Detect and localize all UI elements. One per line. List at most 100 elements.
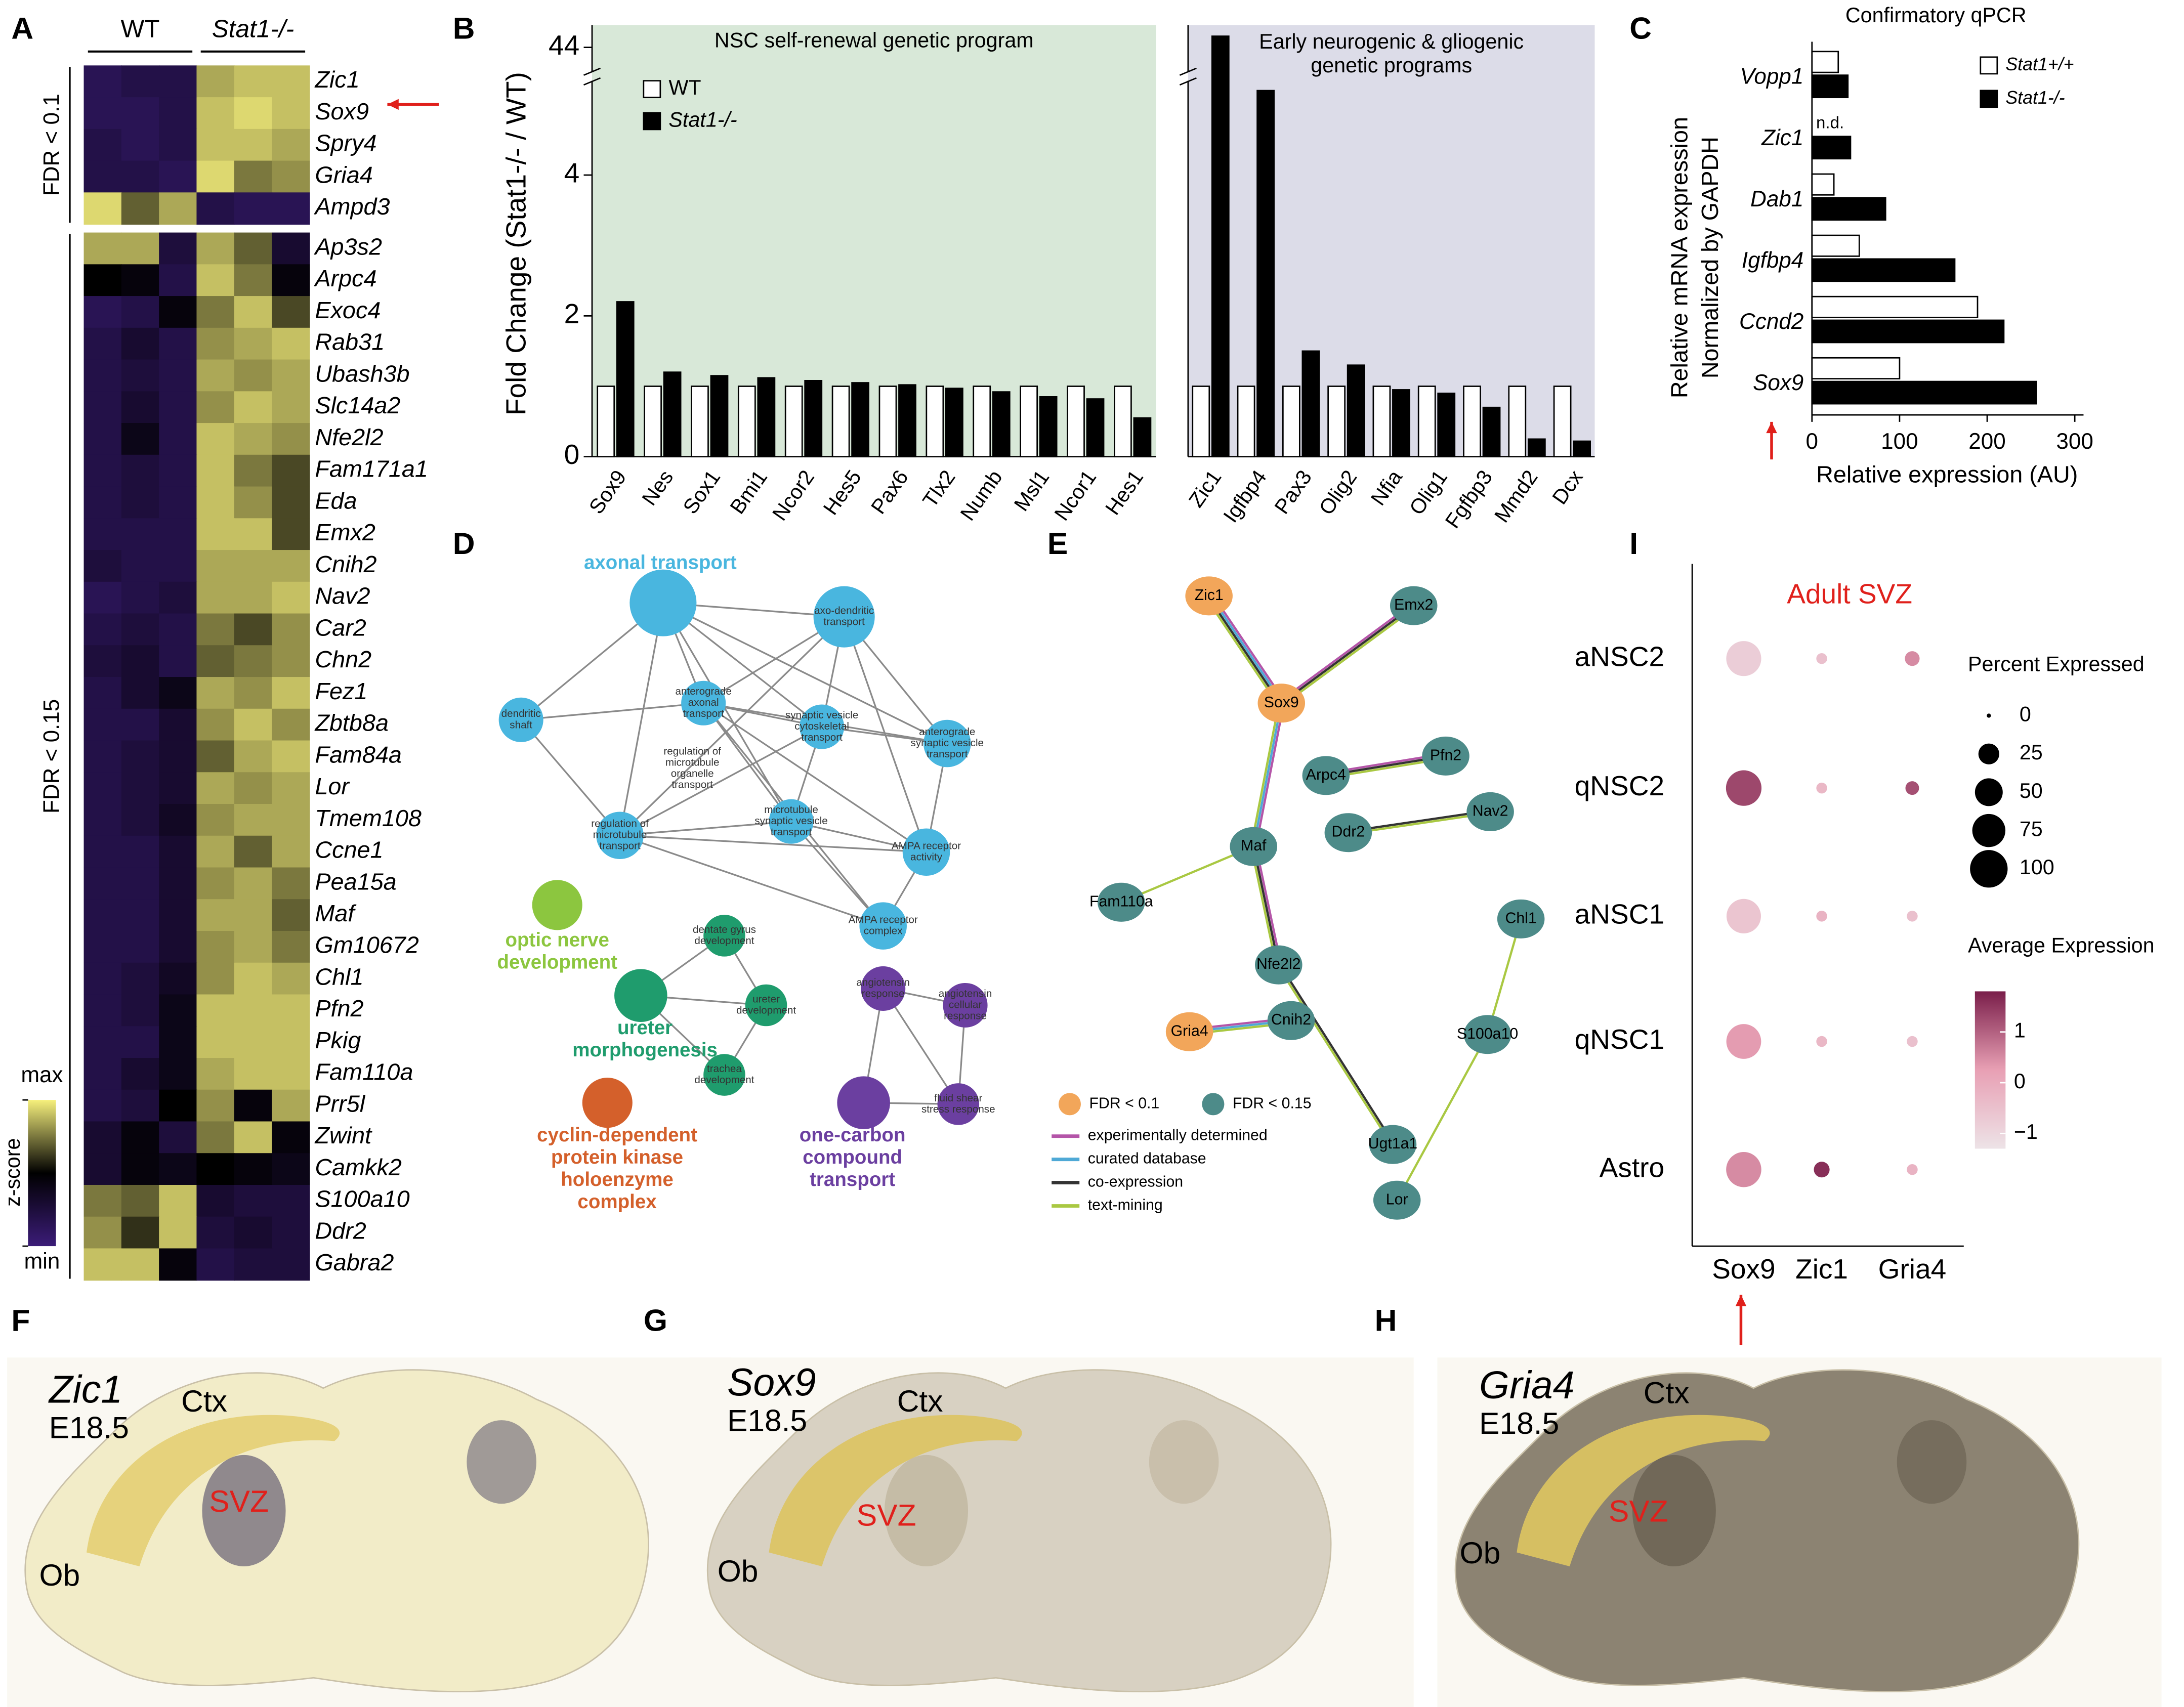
term-label: microtubule — [764, 804, 818, 816]
brain-section — [689, 1357, 1414, 1707]
heatmap-cell — [159, 867, 197, 900]
legend-label: −1 — [2014, 1120, 2038, 1143]
network-edge — [702, 702, 792, 822]
y-tick-label: qNSC2 — [1575, 770, 1664, 801]
heatmap-cell — [234, 97, 273, 130]
heatmap-cell — [272, 962, 310, 995]
bar — [1573, 440, 1591, 458]
heatmap-cell — [234, 962, 273, 995]
x-tick-label: Nes — [638, 466, 678, 510]
y-tick-label: Ccnd2 — [1739, 309, 1803, 334]
term-label: microtubule — [593, 829, 647, 841]
bar — [1192, 386, 1210, 458]
node-label: Nav2 — [1473, 802, 1508, 819]
panel-letter: D — [453, 526, 475, 561]
x-tick-label: Mmd2 — [1490, 466, 1542, 527]
bar — [1811, 357, 1901, 379]
heatmap-cell — [121, 994, 160, 1027]
term-node — [800, 704, 845, 749]
gene-label: Pfn2 — [315, 995, 363, 1021]
legend-label: max — [21, 1062, 63, 1087]
heatmap-cell — [121, 835, 160, 868]
y-tick-label: Sox9 — [1753, 370, 1803, 395]
panel-letter: B — [453, 11, 475, 46]
region-label: SVZ — [857, 1498, 916, 1532]
axis-break — [583, 77, 601, 86]
heatmap-cell — [196, 1121, 235, 1154]
legend-label: 0 — [2020, 702, 2031, 726]
heatmap-cell — [272, 97, 310, 130]
term-label: transport — [599, 840, 641, 852]
y-axis-label: Fold Change (Stat1-/- / WT) — [500, 72, 532, 415]
heatmap-cell — [159, 1026, 197, 1059]
bar — [1463, 386, 1481, 458]
tissue-region — [1897, 1420, 1967, 1504]
heatmap-cell — [83, 359, 122, 392]
term-label: dendritic — [501, 708, 541, 719]
bar — [992, 391, 1011, 458]
heatmap-cell — [159, 677, 197, 709]
network-edge — [619, 726, 822, 836]
heatmap-cell — [272, 65, 310, 98]
heatmap-cell — [234, 772, 273, 805]
network-edge — [1209, 594, 1284, 703]
dot — [1905, 781, 1919, 795]
legend-label: Stat1-/- — [668, 108, 737, 131]
heatmap-cell — [196, 1184, 235, 1217]
term-label: trachea — [707, 1063, 742, 1075]
gene-label: Slc14a2 — [315, 392, 400, 418]
heatmap-cell — [121, 1184, 160, 1217]
legend-swatch — [1980, 56, 1998, 75]
bar — [1327, 386, 1346, 458]
bar — [1282, 386, 1300, 458]
gene-label: Emx2 — [315, 519, 375, 545]
arrow-head — [387, 99, 399, 110]
legend-label: FDR < 0.15 — [1233, 1095, 1312, 1112]
heatmap-cell — [121, 129, 160, 161]
bar — [1086, 398, 1105, 458]
network-edge — [1211, 593, 1285, 702]
panel-background — [592, 25, 1156, 457]
axis-break — [583, 67, 601, 76]
heatmap-cell — [272, 994, 310, 1027]
heatmap-cell — [121, 97, 160, 130]
legend-dot — [1978, 743, 1999, 764]
cluster-label: compound — [803, 1146, 902, 1168]
bar — [973, 386, 991, 458]
heatmap-cell — [159, 994, 197, 1027]
legend-label: text-mining — [1088, 1197, 1163, 1214]
bar — [1811, 319, 2005, 344]
heatmap-cell — [83, 486, 122, 519]
heatmap-cell — [121, 65, 160, 98]
heatmap-cell — [234, 708, 273, 741]
x-tick-label: Ncor2 — [768, 466, 819, 525]
dot — [1726, 899, 1761, 933]
legend-dot — [1975, 778, 2003, 806]
gene-label: Gria4 — [315, 161, 372, 188]
bar — [1347, 364, 1365, 458]
heatmap-cell — [83, 1121, 122, 1154]
x-tick-label: Numb — [956, 466, 1007, 525]
heatmap-cell — [196, 1216, 235, 1249]
heatmap-cell — [272, 264, 310, 297]
heatmap-cell — [234, 931, 273, 963]
heatmap-cell — [196, 1026, 235, 1059]
fdr-label: FDR < 0.1 — [39, 94, 64, 196]
heatmap-cell — [159, 645, 197, 678]
heatmap-cell — [121, 613, 160, 646]
heatmap-cell — [234, 327, 273, 360]
heatmap-cell — [196, 708, 235, 741]
bar — [1811, 197, 1886, 221]
heatmap-cell — [121, 677, 160, 709]
network-edge — [521, 702, 704, 721]
region-label: SVZ — [209, 1484, 269, 1518]
dot — [1816, 653, 1827, 664]
gene-label: Pea15a — [315, 868, 396, 894]
panel-letter: C — [1629, 11, 1652, 46]
group-label: Stat1-/- — [212, 15, 294, 43]
term-label: response — [944, 1010, 987, 1021]
bar — [691, 386, 709, 458]
network-edge — [1250, 846, 1278, 966]
